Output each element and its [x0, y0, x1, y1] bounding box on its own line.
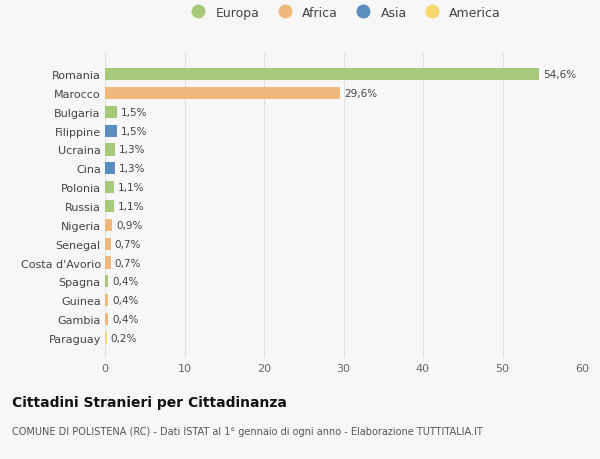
- Text: 1,1%: 1,1%: [118, 202, 144, 212]
- Bar: [105, 88, 340, 100]
- Bar: [105, 201, 114, 213]
- Text: 1,5%: 1,5%: [121, 126, 148, 136]
- Bar: [105, 238, 110, 250]
- Bar: [105, 257, 110, 269]
- Bar: [105, 69, 539, 81]
- Text: 1,3%: 1,3%: [119, 145, 146, 155]
- Text: Cittadini Stranieri per Cittadinanza: Cittadini Stranieri per Cittadinanza: [12, 395, 287, 409]
- Bar: [105, 125, 117, 137]
- Text: 0,7%: 0,7%: [115, 239, 141, 249]
- Text: 0,9%: 0,9%: [116, 220, 143, 230]
- Bar: [105, 182, 114, 194]
- Text: 0,7%: 0,7%: [115, 258, 141, 268]
- Bar: [105, 294, 108, 307]
- Text: 0,4%: 0,4%: [112, 314, 139, 325]
- Text: 0,2%: 0,2%: [110, 333, 137, 343]
- Legend: Europa, Africa, Asia, America: Europa, Africa, Asia, America: [186, 7, 501, 20]
- Text: 54,6%: 54,6%: [543, 70, 576, 80]
- Text: 0,4%: 0,4%: [112, 296, 139, 306]
- Bar: [105, 276, 108, 288]
- Bar: [105, 313, 108, 325]
- Text: 29,6%: 29,6%: [344, 89, 377, 99]
- Bar: [105, 332, 107, 344]
- Bar: [105, 219, 112, 231]
- Text: 1,5%: 1,5%: [121, 107, 148, 118]
- Text: 1,3%: 1,3%: [119, 164, 146, 174]
- Bar: [105, 144, 115, 156]
- Text: COMUNE DI POLISTENA (RC) - Dati ISTAT al 1° gennaio di ogni anno - Elaborazione : COMUNE DI POLISTENA (RC) - Dati ISTAT al…: [12, 426, 483, 436]
- Text: 1,1%: 1,1%: [118, 183, 144, 193]
- Text: 0,4%: 0,4%: [112, 277, 139, 287]
- Bar: [105, 163, 115, 175]
- Bar: [105, 106, 117, 119]
